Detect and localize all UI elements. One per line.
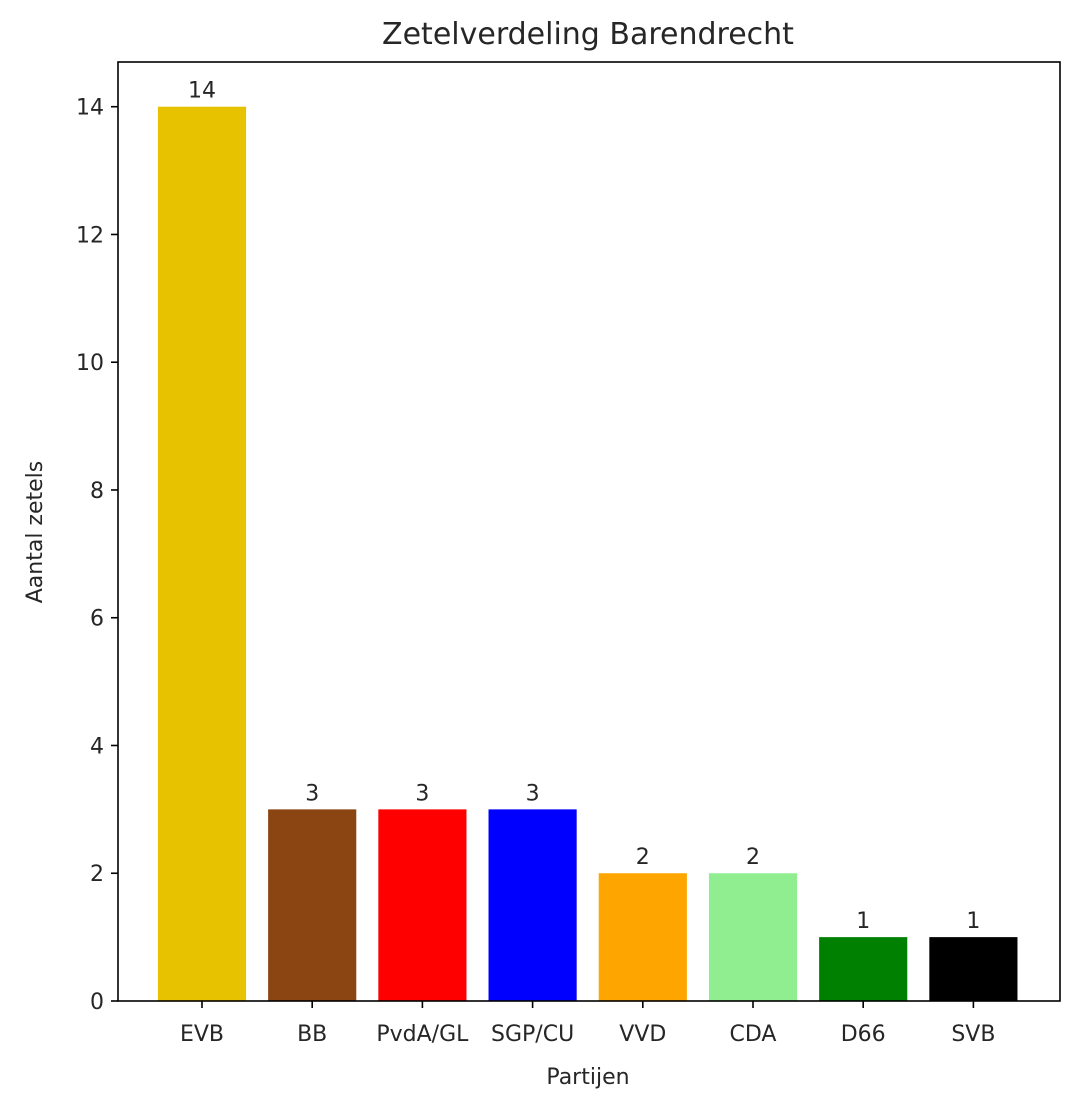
x-tick-label: CDA	[730, 1022, 777, 1047]
bar-cda	[708, 873, 798, 1001]
y-tick-label: 12	[76, 223, 104, 248]
x-tick-label: EVB	[180, 1022, 224, 1047]
x-axis-label: Partijen	[546, 1065, 629, 1090]
bar-d66	[819, 937, 908, 1001]
bar-value-label: 1	[856, 909, 870, 934]
y-tick-label: 6	[90, 607, 104, 632]
x-tick-label: SVB	[951, 1022, 995, 1047]
bar-pvda-gl	[378, 809, 467, 1001]
bar-vvd	[598, 873, 687, 1001]
bar-bb	[268, 809, 357, 1001]
chart-title: Zetelverdeling Barendrecht	[382, 17, 794, 52]
y-tick-label: 8	[90, 479, 104, 504]
axes-frame	[117, 61, 1061, 1002]
y-tick-label: 10	[76, 351, 104, 376]
bar-value-label: 3	[415, 781, 429, 806]
y-tick-label: 4	[90, 734, 104, 759]
x-tick-label: PvdA/GL	[376, 1022, 469, 1047]
x-tick-label: BB	[297, 1022, 327, 1047]
bar-evb	[157, 106, 247, 1001]
bar-value-label: 3	[526, 781, 540, 806]
bar-sgp-cu	[488, 809, 577, 1001]
bar-svb	[929, 937, 1018, 1001]
y-tick-label: 0	[90, 990, 104, 1015]
y-axis-label: Aantal zetels	[23, 461, 48, 604]
x-tick-label: VVD	[619, 1022, 666, 1047]
y-tick-label: 14	[76, 96, 104, 121]
bar-value-label: 2	[636, 845, 650, 870]
y-tick-label: 2	[90, 862, 104, 887]
bar-value-label: 3	[305, 781, 319, 806]
plot-area: 0 2 4 6 8 10 12 14 14 EVB 3 BB 3 PvdA/GL 3 SGP/CU 2 VVD 2 C…	[76, 61, 1061, 1047]
x-tick-label: D66	[841, 1022, 886, 1047]
bar-value-label: 1	[966, 909, 980, 934]
bar-value-label: 2	[746, 845, 760, 870]
bar-value-label: 14	[188, 79, 216, 104]
x-tick-label: SGP/CU	[491, 1022, 574, 1047]
